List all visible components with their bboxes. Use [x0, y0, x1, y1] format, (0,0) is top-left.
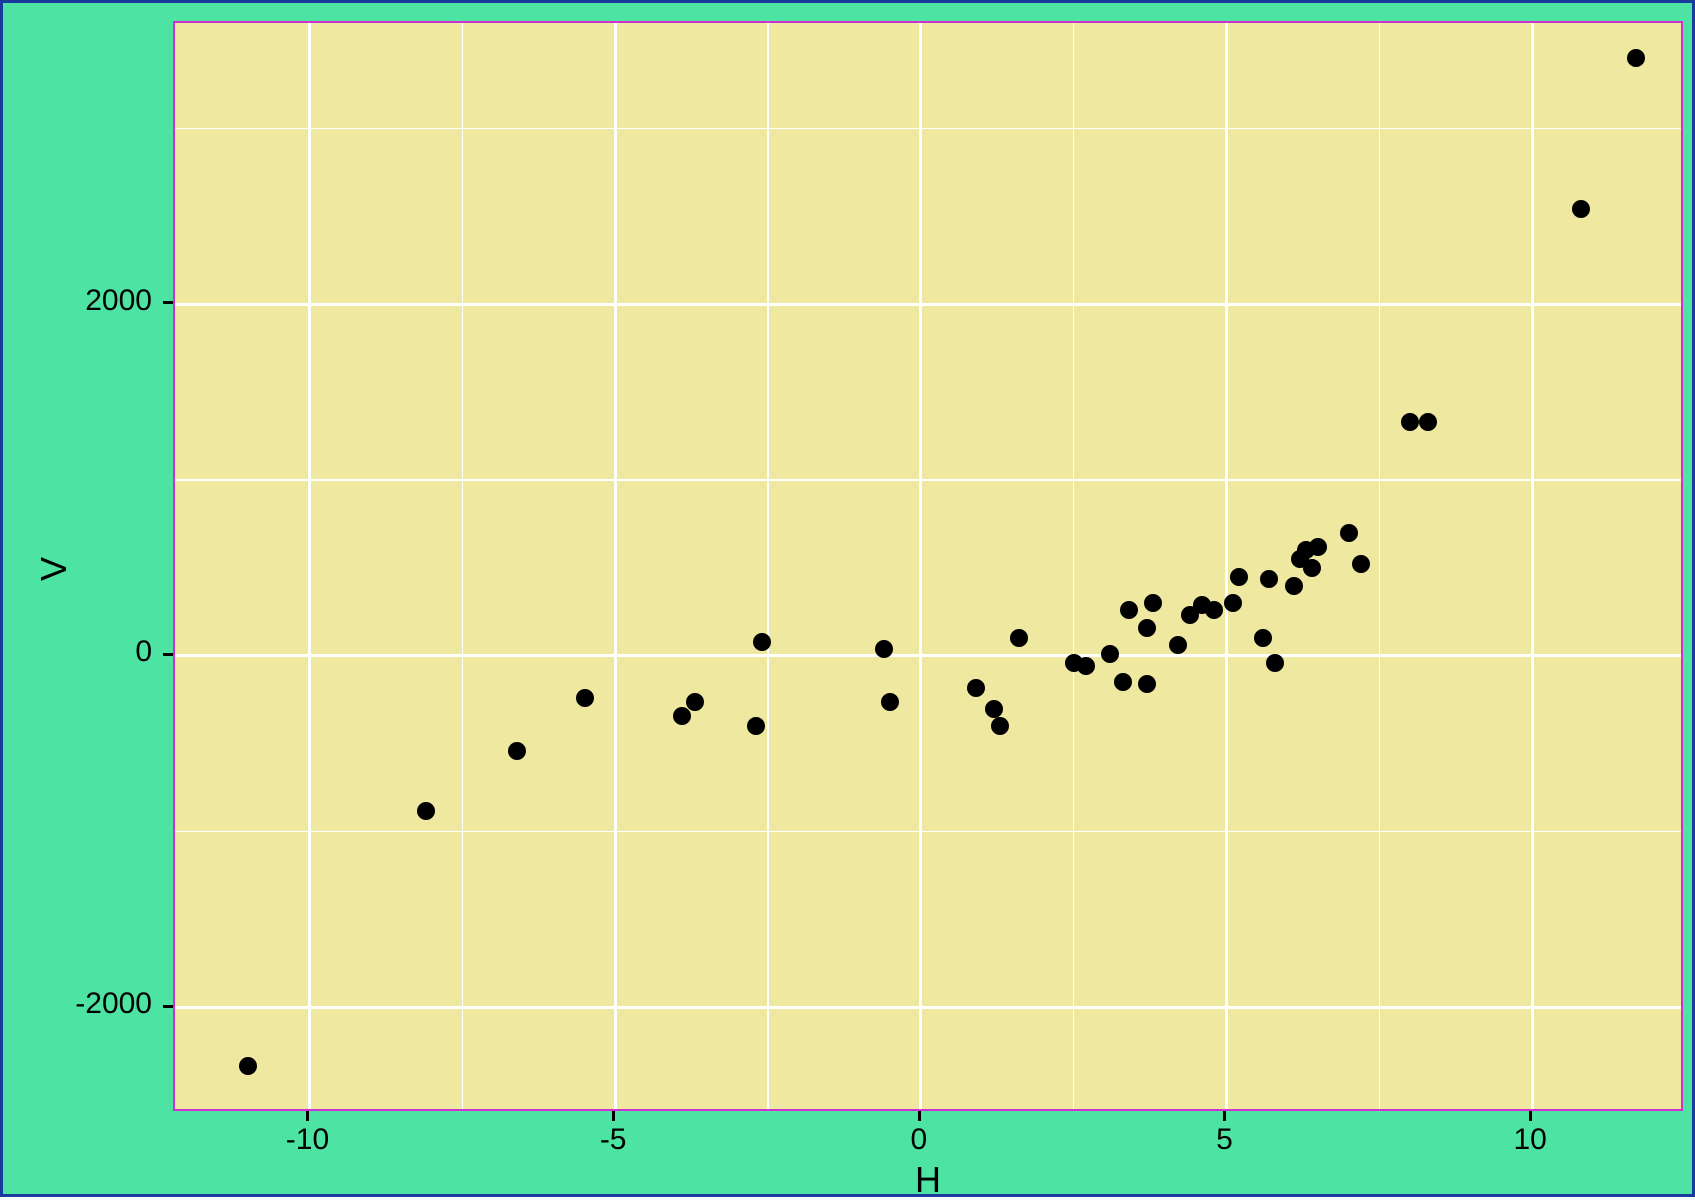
- y-tick-mark: [163, 301, 173, 304]
- x-tick-mark: [306, 1111, 309, 1121]
- chart-container: -10-50510-200002000HV: [0, 0, 1695, 1197]
- scatter-point: [1205, 601, 1223, 619]
- scatter-point: [985, 700, 1003, 718]
- x-tick-label: -10: [257, 1123, 357, 1157]
- scatter-point: [673, 707, 691, 725]
- scatter-point: [1114, 673, 1132, 691]
- gridline-vertical: [919, 23, 922, 1111]
- x-tick-mark: [1223, 1111, 1226, 1121]
- scatter-point: [1230, 568, 1248, 586]
- y-tick-label: -2000: [75, 987, 152, 1021]
- scatter-point: [686, 693, 704, 711]
- scatter-point: [1401, 413, 1419, 431]
- plot-panel: [173, 21, 1683, 1111]
- scatter-point: [1419, 413, 1437, 431]
- scatter-point: [1266, 654, 1284, 672]
- scatter-point: [753, 633, 771, 651]
- scatter-point: [1010, 629, 1028, 647]
- gridline-horizontal: [175, 128, 1683, 130]
- scatter-point: [881, 693, 899, 711]
- x-tick-label: 10: [1480, 1123, 1580, 1157]
- scatter-point: [747, 717, 765, 735]
- scatter-point: [1144, 594, 1162, 612]
- gridline-horizontal: [175, 654, 1683, 657]
- gridline-vertical: [614, 23, 617, 1111]
- y-tick-label: 2000: [85, 284, 152, 318]
- scatter-point: [1260, 570, 1278, 588]
- x-tick-label: 0: [869, 1123, 969, 1157]
- gridline-horizontal: [175, 479, 1683, 481]
- scatter-point: [1077, 657, 1095, 675]
- scatter-point: [1352, 555, 1370, 573]
- x-tick-mark: [612, 1111, 615, 1121]
- y-tick-label: 0: [135, 635, 152, 669]
- scatter-point: [1169, 636, 1187, 654]
- gridline-horizontal: [175, 831, 1683, 833]
- gridline-vertical: [767, 23, 769, 1111]
- scatter-point: [1627, 49, 1645, 67]
- y-axis-label: V: [33, 557, 75, 581]
- scatter-point: [1120, 601, 1138, 619]
- scatter-point: [576, 689, 594, 707]
- scatter-point: [1309, 538, 1327, 556]
- gridline-horizontal: [175, 1006, 1683, 1009]
- gridline-vertical: [462, 23, 464, 1111]
- scatter-point: [239, 1057, 257, 1075]
- scatter-point: [1101, 645, 1119, 663]
- scatter-point: [1572, 200, 1590, 218]
- scatter-point: [875, 640, 893, 658]
- y-tick-mark: [163, 1005, 173, 1008]
- x-tick-label: 5: [1174, 1123, 1274, 1157]
- gridline-vertical: [1379, 23, 1381, 1111]
- scatter-point: [991, 717, 1009, 735]
- scatter-point: [1340, 524, 1358, 542]
- gridline-vertical: [1531, 23, 1534, 1111]
- x-axis-label: H: [878, 1159, 978, 1201]
- scatter-point: [967, 679, 985, 697]
- scatter-point: [1138, 619, 1156, 637]
- scatter-point: [1303, 559, 1321, 577]
- x-tick-label: -5: [563, 1123, 663, 1157]
- scatter-point: [1285, 577, 1303, 595]
- x-tick-mark: [1529, 1111, 1532, 1121]
- gridline-vertical: [1225, 23, 1228, 1111]
- scatter-point: [508, 742, 526, 760]
- gridline-horizontal: [175, 303, 1683, 306]
- y-tick-mark: [163, 653, 173, 656]
- scatter-point: [1254, 629, 1272, 647]
- scatter-point: [417, 802, 435, 820]
- scatter-point: [1138, 675, 1156, 693]
- x-tick-mark: [918, 1111, 921, 1121]
- scatter-point: [1224, 594, 1242, 612]
- gridline-vertical: [1073, 23, 1075, 1111]
- gridline-vertical: [308, 23, 311, 1111]
